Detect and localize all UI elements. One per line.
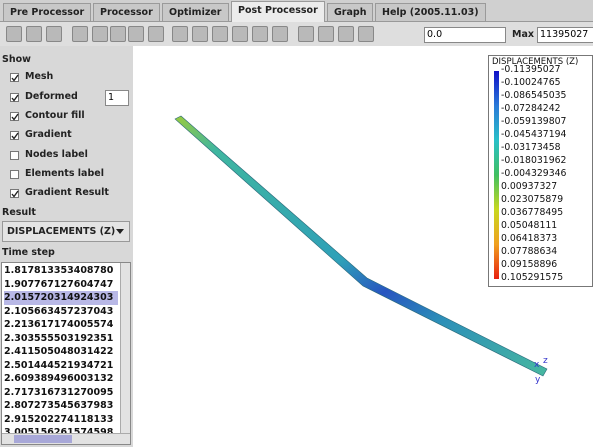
toolbar-button[interactable] [92, 26, 108, 42]
checkbox-label[interactable]: Nodes label [25, 149, 88, 160]
legend-label: 0.023075879 [501, 194, 563, 205]
dropdown-arrow[interactable] [116, 229, 124, 234]
tab[interactable]: Optimizer [162, 3, 229, 21]
list-item[interactable]: 2.717316731270095 [4, 386, 118, 400]
legend: DISPLACEMENTS (Z)-0.11395027-0.10024765-… [488, 55, 593, 287]
checkbox-label[interactable]: Gradient Result [25, 187, 109, 198]
checkbox[interactable] [10, 93, 19, 102]
axis-label: y [535, 375, 540, 385]
checkbox-label[interactable]: Elements label [25, 168, 104, 179]
result-dropdown[interactable]: DISPLACEMENTS (Z) [2, 221, 130, 242]
list-item[interactable]: 2.303555503192351 [4, 332, 118, 346]
legend-label: 0.105291575 [501, 272, 563, 283]
toolbar-button[interactable] [338, 26, 354, 42]
toolbar-button[interactable] [358, 26, 374, 42]
checkbox[interactable] [10, 73, 19, 82]
list-item[interactable]: 2.015720314924303 [4, 291, 118, 305]
checkbox[interactable] [10, 151, 19, 160]
checkbox-label[interactable]: Mesh [25, 71, 53, 82]
legend-label: -0.03173458 [501, 142, 561, 153]
legend-label: -0.004329346 [501, 168, 566, 179]
list-item[interactable]: 2.105663457237043 [4, 305, 118, 319]
checkbox-label[interactable]: Deformed [25, 91, 78, 102]
axis-label: z [543, 356, 548, 366]
tab[interactable]: Pre Processor [3, 3, 91, 21]
legend-label: -0.045437194 [501, 129, 566, 140]
legend-label: 0.09158896 [501, 259, 557, 270]
checkbox[interactable] [10, 189, 19, 198]
toolbar-button[interactable] [148, 26, 164, 42]
checkbox-label[interactable]: Contour fill [25, 110, 85, 121]
scale-input[interactable]: 1 [105, 90, 129, 106]
tab[interactable]: Processor [93, 3, 160, 21]
axis-label: x [534, 360, 539, 370]
scrollbar-v[interactable] [120, 263, 130, 433]
toolbar-button[interactable] [46, 26, 62, 42]
checkbox[interactable] [10, 170, 19, 179]
toolbar-button[interactable] [298, 26, 314, 42]
checkbox-label[interactable]: Gradient [25, 129, 72, 140]
tab[interactable]: Post Processor [231, 1, 325, 22]
legend-label: -0.10024765 [501, 77, 561, 88]
tab[interactable]: Graph [327, 3, 373, 21]
section-title: Result [2, 207, 36, 218]
list-item[interactable]: 1.907767127604747 [4, 278, 118, 292]
scroll-thumb[interactable] [14, 435, 72, 443]
list-item[interactable]: 2.807273545637983 [4, 399, 118, 413]
list-item[interactable]: 2.501444521934721 [4, 359, 118, 373]
toolbar-button[interactable] [26, 26, 42, 42]
max-input[interactable]: 11395027 [537, 27, 593, 43]
tab[interactable]: Help (2005.11.03) [375, 3, 486, 21]
toolbar-button[interactable] [232, 26, 248, 42]
list-item[interactable]: 2.411505048031422 [4, 345, 118, 359]
toolbar-button[interactable] [172, 26, 188, 42]
toolbar-button[interactable] [110, 26, 126, 42]
list-item[interactable]: 2.915202274118133 [4, 413, 118, 427]
min-input[interactable]: 0.0 [424, 27, 506, 43]
legend-label: -0.11395027 [501, 64, 561, 75]
toolbar-button[interactable] [192, 26, 208, 42]
legend-label: 0.05048111 [501, 220, 557, 231]
color-bar [494, 71, 499, 279]
legend-label: 0.036778495 [501, 207, 563, 218]
list-item[interactable]: 2.213617174005574 [4, 318, 118, 332]
section-title: Show [2, 54, 31, 65]
list-item[interactable]: 1.817813353408780 [4, 264, 118, 278]
max-label: Max [512, 29, 534, 40]
legend-label: 0.06418373 [501, 233, 557, 244]
legend-label: -0.086545035 [501, 90, 566, 101]
toolbar-button[interactable] [6, 26, 22, 42]
toolbar-button[interactable] [72, 26, 88, 42]
legend-label: 0.00937327 [501, 181, 557, 192]
app-window: xzy DISPLACEMENTS (Z) -0.11395027 -0.10024… [0, 0, 593, 447]
legend-label: -0.07284242 [501, 103, 561, 114]
toolbar-button[interactable] [252, 26, 268, 42]
legend-label: -0.059139807 [501, 116, 566, 127]
checkbox[interactable] [10, 112, 19, 121]
toolbar-button[interactable] [318, 26, 334, 42]
toolbar-button[interactable] [128, 26, 144, 42]
section-title: Time step [2, 247, 55, 258]
legend-label: 0.07788634 [501, 246, 557, 257]
checkbox[interactable] [10, 131, 19, 140]
list-item[interactable]: 2.609389496003132 [4, 372, 118, 386]
toolbar-button[interactable] [272, 26, 288, 42]
toolbar-button[interactable] [212, 26, 228, 42]
legend-label: -0.018031962 [501, 155, 566, 166]
